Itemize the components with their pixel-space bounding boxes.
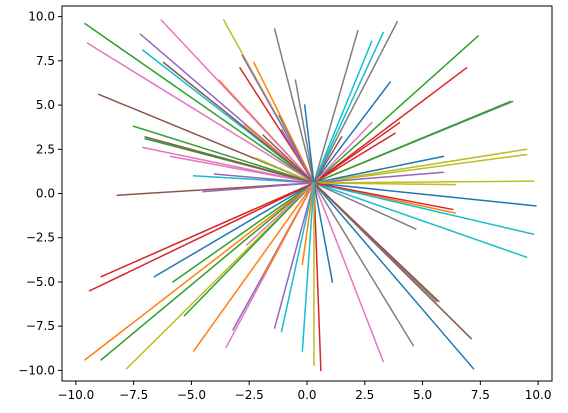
series-line <box>132 125 315 184</box>
plot-area-lines <box>84 19 537 372</box>
x-tick-label: −2.5 <box>235 388 264 402</box>
y-tick-label: 7.5 <box>36 54 55 68</box>
series-line <box>88 181 315 292</box>
series-line <box>262 134 315 184</box>
series-line <box>169 155 315 184</box>
series-line <box>312 35 480 184</box>
series-line <box>312 20 399 184</box>
x-tick-label: −5.0 <box>177 388 206 402</box>
series-line <box>312 181 417 230</box>
x-tick-label: −7.5 <box>119 388 148 402</box>
y-tick-label: −7.5 <box>26 319 55 333</box>
series-line <box>100 181 315 278</box>
series-line <box>312 31 385 184</box>
series-line <box>192 181 315 352</box>
series-line <box>313 180 535 184</box>
series-line <box>280 181 315 333</box>
series-line <box>280 128 315 184</box>
series-line <box>245 181 315 246</box>
series-line <box>252 61 315 184</box>
series-line <box>313 182 334 283</box>
x-axis: −10.0 −7.5 −5.0 −2.5 0.0 2.5 5.0 7.5 10.0 <box>57 381 551 402</box>
series-line <box>312 100 512 184</box>
series-line <box>301 182 315 352</box>
series-line <box>202 182 315 193</box>
x-tick-label: 2.5 <box>355 388 374 402</box>
series-line <box>312 181 415 347</box>
series-line <box>273 181 315 329</box>
series-line <box>262 181 315 278</box>
x-tick-label: 7.5 <box>471 388 490 402</box>
series-line <box>162 61 315 184</box>
series-line <box>301 182 315 266</box>
series-line <box>313 181 535 236</box>
series-line <box>84 181 315 361</box>
series-line <box>183 181 315 317</box>
series-line <box>255 157 315 184</box>
series-line <box>312 66 468 184</box>
series-line <box>86 42 315 184</box>
y-tick-label: −10.0 <box>18 363 55 377</box>
series-line <box>313 29 359 184</box>
y-tick-label: 2.5 <box>36 142 55 156</box>
series-line <box>313 182 322 372</box>
y-axis: 10.0 7.5 5.0 2.5 0.0 −2.5 −5.0 −7.5 −10.0 <box>18 10 62 377</box>
y-tick-label: −2.5 <box>26 231 55 245</box>
series-line <box>312 81 392 184</box>
series-line <box>312 181 528 259</box>
y-tick-label: 5.0 <box>36 98 55 112</box>
x-tick-label: −10.0 <box>57 388 94 402</box>
series-line <box>312 181 440 303</box>
series-line <box>312 132 396 184</box>
y-tick-label: −5.0 <box>26 275 55 289</box>
x-tick-label: 10.0 <box>525 388 552 402</box>
series-line <box>153 181 315 278</box>
series-line <box>213 173 315 184</box>
series-line <box>313 153 528 184</box>
series-line <box>313 182 537 207</box>
series-line <box>312 181 475 370</box>
series-line <box>313 182 456 186</box>
x-tick-label: 5.0 <box>413 388 432 402</box>
series-line <box>312 121 401 184</box>
series-line <box>171 181 315 283</box>
series-line <box>312 121 373 184</box>
series-line <box>160 19 315 184</box>
series-line <box>273 28 315 184</box>
x-tick-label: 0.0 <box>297 388 316 402</box>
series-line <box>303 104 315 184</box>
y-tick-label: 0.0 <box>36 187 55 201</box>
series-line <box>100 181 315 361</box>
series-line <box>312 181 385 363</box>
series-line <box>313 182 454 211</box>
series-line <box>312 40 373 184</box>
series-line <box>144 135 315 184</box>
series-line <box>294 79 315 184</box>
y-tick-label: 10.0 <box>28 10 55 24</box>
series-line <box>313 155 445 184</box>
series-line <box>313 148 528 184</box>
series-line <box>313 171 445 184</box>
series-line <box>312 135 343 184</box>
series-line <box>241 54 315 184</box>
series-line <box>84 22 315 184</box>
